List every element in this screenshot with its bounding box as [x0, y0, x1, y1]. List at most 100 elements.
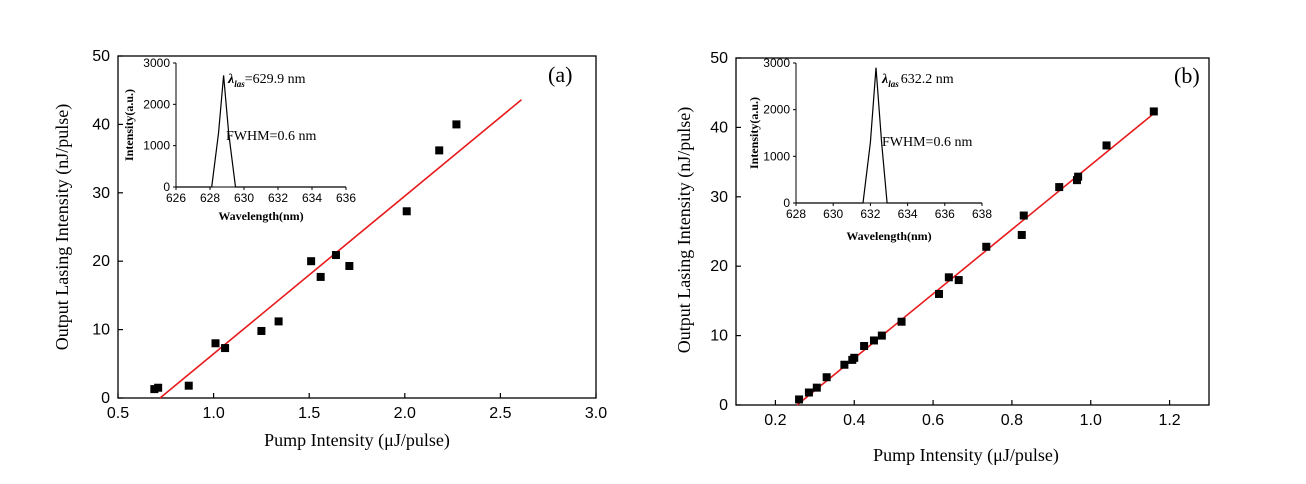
- data-point: [982, 242, 991, 251]
- x-tick-label: 1.5: [298, 405, 320, 422]
- data-point: [804, 388, 813, 397]
- inset-x-tick-label: 634: [898, 207, 918, 221]
- data-point: [1019, 211, 1028, 220]
- data-point: [331, 251, 340, 260]
- inset-x-tick-label: 632: [268, 191, 288, 205]
- inset-x-tick-label: 634: [302, 191, 322, 205]
- y-tick-label: 10: [710, 328, 728, 345]
- data-point: [154, 383, 163, 392]
- y-tick-label: 20: [92, 253, 110, 270]
- panel-a-inset-x-ticks: 626 628 630 632 634 636: [166, 187, 356, 205]
- panel-a-inset-peak-annotation: λlas=629.9 nm: [227, 72, 306, 89]
- x-tick-label: 0.5: [107, 405, 129, 422]
- data-point: [869, 336, 878, 345]
- panel-b-plot-frame: [735, 57, 1210, 406]
- panel-a: 0.5 1.0 1.5 2.0 2.5 3.0 0 10 20 30 40 50 (a) Pump …: [52, 48, 607, 451]
- y-tick-label: 10: [92, 322, 110, 339]
- x-tick-label: 0.2: [764, 412, 786, 429]
- data-point: [402, 207, 411, 216]
- panel-a-inset-spectrum: [176, 75, 346, 188]
- inset-x-tick-label: 636: [336, 191, 356, 205]
- data-point: [274, 317, 283, 326]
- panel-a-y-axis-label: Output Lasing Intensity (nJ/pulse): [52, 104, 73, 350]
- panel-b-inset-x-ticks: 628 630 632 634 636 638: [786, 203, 992, 221]
- panel-b-inset-x-label: Wavelength(nm): [846, 229, 931, 243]
- panel-a-inset-x-label: Wavelength(nm): [218, 209, 303, 223]
- x-tick-label: 2.5: [489, 405, 511, 422]
- data-point: [1149, 107, 1158, 116]
- panel-b-inset-spectrum: [796, 67, 982, 204]
- panel-b-points: [795, 107, 1158, 404]
- data-point: [257, 326, 266, 335]
- panel-b-inset: 628 630 632 634 636 638 0 1000 2000 3000 Wavelen…: [747, 56, 992, 243]
- y-tick-label: 0: [719, 397, 728, 414]
- inset-y-tick-label: 3000: [143, 56, 170, 70]
- panel-b-x-axis-label: Pump Intensity (μJ/pulse): [873, 445, 1059, 466]
- x-tick-label: 2.0: [394, 405, 416, 422]
- panel-b-label: (b): [1174, 63, 1200, 88]
- inset-x-tick-label: 630: [823, 207, 843, 221]
- data-point: [211, 339, 220, 348]
- data-point: [1055, 183, 1064, 192]
- inset-y-tick-label: 0: [163, 180, 170, 194]
- inset-x-tick-label: 638: [972, 207, 992, 221]
- x-tick-label: 3.0: [585, 405, 607, 422]
- data-point: [221, 344, 230, 353]
- x-tick-label: 1.2: [1158, 412, 1180, 429]
- panel-a-inset-y-label: Intensity(a.u.): [122, 89, 136, 161]
- inset-x-tick-label: 636: [935, 207, 955, 221]
- y-tick-label: 30: [710, 189, 728, 206]
- inset-x-tick-label: 628: [786, 207, 806, 221]
- panel-a-label: (a): [548, 62, 572, 87]
- panel-a-points: [150, 120, 461, 394]
- fit-line: [159, 99, 522, 399]
- data-point: [850, 353, 859, 362]
- data-point: [345, 261, 354, 270]
- data-point: [877, 331, 886, 340]
- panel-a-inset-frame: [176, 63, 346, 187]
- y-tick-label: 20: [710, 258, 728, 275]
- inset-y-tick-label: 0: [783, 196, 790, 210]
- panel-a-inset-fwhm-annotation: FWHM=0.6 nm: [226, 129, 316, 144]
- x-tick-label: 0.6: [922, 412, 944, 429]
- inset-y-tick-label: 2000: [143, 97, 170, 111]
- data-point: [934, 289, 943, 298]
- inset-x-tick-label: 632: [860, 207, 880, 221]
- panel-a-fit-line: [159, 99, 522, 399]
- data-point: [1074, 172, 1083, 181]
- data-point: [840, 360, 849, 369]
- inset-x-tick-label: 628: [200, 191, 220, 205]
- panel-b-x-ticks: 0.2 0.4 0.6 0.8 1.0 1.2: [764, 400, 1181, 429]
- data-point: [184, 381, 193, 390]
- inset-y-tick-label: 2000: [763, 103, 790, 117]
- inset-y-tick-label: 1000: [763, 149, 790, 163]
- inset-x-tick-label: 630: [234, 191, 254, 205]
- panel-a-x-ticks: 0.5 1.0 1.5 2.0 2.5 3.0: [107, 393, 607, 422]
- y-tick-label: 40: [710, 119, 728, 136]
- panel-b-inset-frame: [796, 63, 982, 203]
- panel-a-plot-frame: [117, 55, 597, 399]
- panel-a-inset-y-ticks: 0 1000 2000 3000: [143, 56, 176, 194]
- panel-a-y-ticks: 0 10 20 30 40 50: [92, 48, 123, 407]
- data-point: [1102, 141, 1111, 150]
- panel-b: 0.2 0.4 0.6 0.8 1.0 1.2 0 10 20 30 40 50 (b) Pump …: [674, 50, 1210, 466]
- y-tick-label: 0: [101, 390, 110, 407]
- data-point: [316, 272, 325, 281]
- y-tick-label: 40: [92, 116, 110, 133]
- x-tick-label: 1.0: [202, 405, 224, 422]
- data-point: [1017, 230, 1026, 239]
- panel-b-inset-y-ticks: 0 1000 2000 3000: [763, 56, 796, 210]
- x-tick-label: 1.0: [1080, 412, 1102, 429]
- panel-a-x-axis-label: Pump Intensity (μJ/pulse): [264, 430, 450, 451]
- data-point: [822, 373, 831, 382]
- panel-b-y-axis-label: Output Lasing Intensity (nJ/pulse): [674, 107, 695, 353]
- x-tick-label: 0.8: [1001, 412, 1023, 429]
- y-tick-label: 50: [710, 50, 728, 67]
- data-point: [452, 120, 461, 129]
- data-point: [307, 257, 316, 266]
- data-point: [860, 342, 869, 351]
- panel-b-inset-fwhm-annotation: FWHM=0.6 nm: [882, 135, 972, 150]
- x-tick-label: 0.4: [843, 412, 865, 429]
- data-point: [435, 146, 444, 155]
